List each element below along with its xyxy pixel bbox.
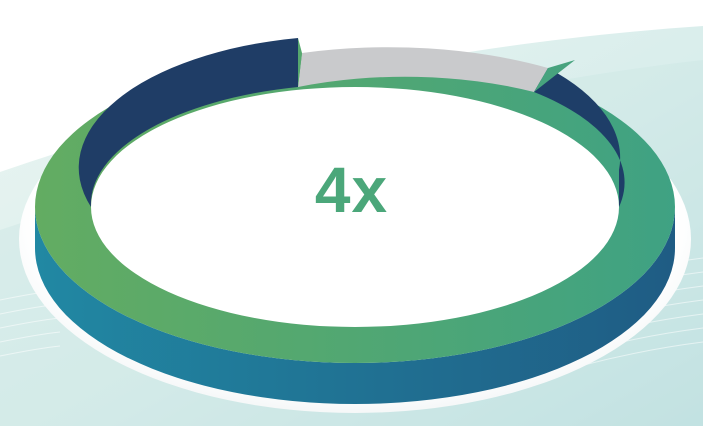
ring-inner-disc <box>93 89 617 325</box>
headline-value: 4x <box>314 154 389 226</box>
ring-inner-wall <box>78 38 298 207</box>
ring-segment-end-right <box>534 60 575 92</box>
ring-remainder-segment <box>298 47 548 92</box>
ring-segment-end-left <box>298 38 302 87</box>
ring-side-wall <box>35 207 675 404</box>
